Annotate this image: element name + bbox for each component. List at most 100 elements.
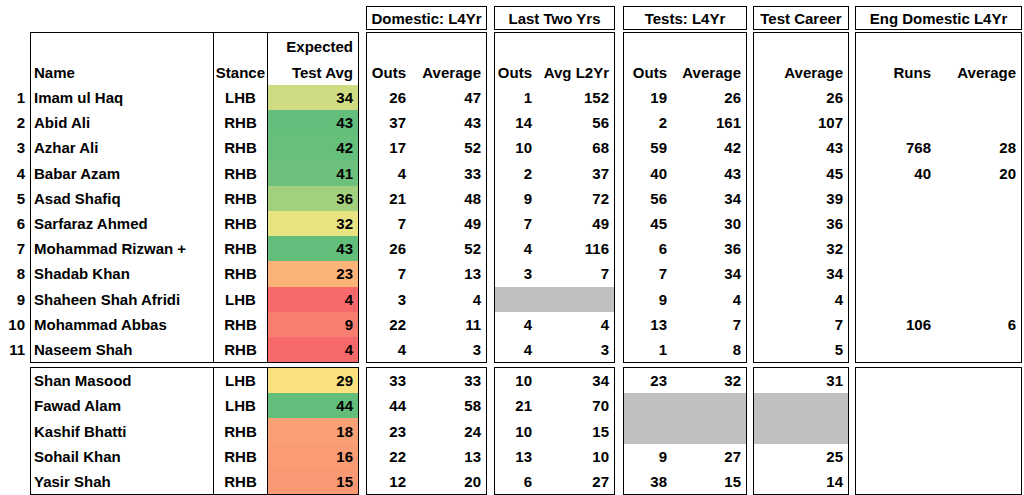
cell-tests-outs[interactable]: 56: [624, 186, 672, 211]
cell-eng-average[interactable]: [936, 110, 1021, 135]
cell-tests-average[interactable]: 8: [672, 337, 746, 362]
cell-domestic-outs[interactable]: 26: [367, 85, 411, 110]
cell-domestic-average[interactable]: 20: [411, 469, 486, 494]
column-header-outs[interactable]: Outs: [495, 59, 537, 85]
cell-name[interactable]: Babar Azam: [31, 161, 213, 186]
cell-name[interactable]: Mohammad Abbas: [31, 312, 213, 337]
cell-stance[interactable]: LHB: [213, 85, 267, 110]
cell-last2-outs[interactable]: 10: [495, 418, 537, 443]
cell-eng-average[interactable]: [936, 186, 1021, 211]
cell-domestic-average[interactable]: 47: [411, 85, 486, 110]
cell-career-average[interactable]: 43: [754, 135, 848, 160]
cell-expected-test-avg[interactable]: 43: [267, 110, 358, 135]
cell-name[interactable]: Sohail Khan: [31, 444, 213, 469]
row-number[interactable]: 5: [2, 186, 30, 211]
cell-eng-average[interactable]: [936, 261, 1021, 286]
cell-eng-average[interactable]: [936, 393, 1021, 418]
cell-name[interactable]: Yasir Shah: [31, 469, 213, 494]
cell-last2-avg-l2yr[interactable]: 34: [537, 368, 614, 393]
cell-eng-runs[interactable]: [856, 444, 936, 469]
cell-stance[interactable]: RHB: [213, 110, 267, 135]
group-title-test-career[interactable]: Test Career: [753, 6, 849, 30]
cell-name[interactable]: Shaheen Shah Afridi: [31, 287, 213, 312]
cell-eng-runs[interactable]: [856, 368, 936, 393]
cell-domestic-outs[interactable]: 7: [367, 261, 411, 286]
cell-career-average[interactable]: 39: [754, 186, 848, 211]
cell-eng-average[interactable]: 28: [936, 135, 1021, 160]
cell-stance[interactable]: RHB: [213, 186, 267, 211]
cell-eng-average[interactable]: [936, 444, 1021, 469]
cell-expected-test-avg[interactable]: 16: [267, 444, 358, 469]
cell-tests-outs[interactable]: 2: [624, 110, 672, 135]
cell-eng-runs[interactable]: 106: [856, 312, 936, 337]
cell-career-average[interactable]: 5: [754, 337, 848, 362]
cell-name[interactable]: Imam ul Haq: [31, 85, 213, 110]
cell-tests-outs[interactable]: 45: [624, 211, 672, 236]
cell-last2-outs[interactable]: 3: [495, 261, 537, 286]
cell-last2-outs[interactable]: 10: [495, 135, 537, 160]
cell-eng-runs[interactable]: [856, 261, 936, 286]
cell-domestic-average[interactable]: 43: [411, 110, 486, 135]
cell-domestic-average[interactable]: 13: [411, 444, 486, 469]
cell-name[interactable]: Naseem Shah: [31, 337, 213, 362]
column-header-average[interactable]: Average: [754, 59, 848, 85]
cell-last2-avg-l2yr[interactable]: 56: [537, 110, 614, 135]
cell-domestic-average[interactable]: 4: [411, 287, 486, 312]
cell-stance[interactable]: RHB: [213, 211, 267, 236]
cell-domestic-average[interactable]: 13: [411, 261, 486, 286]
cell-last2-outs[interactable]: 7: [495, 211, 537, 236]
cell-domestic-average[interactable]: 33: [411, 161, 486, 186]
cell-last2-avg-l2yr[interactable]: 49: [537, 211, 614, 236]
cell-domestic-average[interactable]: 58: [411, 393, 486, 418]
cell-last2-avg-l2yr[interactable]: 15: [537, 418, 614, 443]
cell-tests-outs[interactable]: 23: [624, 368, 672, 393]
cell-eng-average[interactable]: [936, 418, 1021, 443]
cell-eng-runs[interactable]: [856, 469, 936, 494]
cell-eng-average[interactable]: [936, 469, 1021, 494]
cell-last2-avg-l2yr[interactable]: 116: [537, 236, 614, 261]
group-title-tests[interactable]: Tests: L4Yr: [623, 6, 747, 30]
cell-name[interactable]: Sarfaraz Ahmed: [31, 211, 213, 236]
row-number[interactable]: 2: [2, 110, 30, 135]
cell-expected-test-avg[interactable]: 44: [267, 393, 358, 418]
cell-tests-average[interactable]: 27: [672, 444, 746, 469]
cell-tests-average[interactable]: 43: [672, 161, 746, 186]
cell-eng-average[interactable]: [936, 211, 1021, 236]
cell-eng-runs[interactable]: 40: [856, 161, 936, 186]
cell-career-average[interactable]: 32: [754, 236, 848, 261]
cell-tests-average[interactable]: 4: [672, 287, 746, 312]
cell-expected-test-avg[interactable]: 41: [267, 161, 358, 186]
cell-stance[interactable]: RHB: [213, 444, 267, 469]
cell-stance[interactable]: RHB: [213, 337, 267, 362]
cell-tests-outs[interactable]: 19: [624, 85, 672, 110]
cell-expected-test-avg[interactable]: 32: [267, 211, 358, 236]
cell-domestic-outs[interactable]: 21: [367, 186, 411, 211]
group-title-last-two-yrs[interactable]: Last Two Yrs: [494, 6, 615, 30]
cell-expected-test-avg[interactable]: 4: [267, 287, 358, 312]
cell-eng-runs[interactable]: 768: [856, 135, 936, 160]
cell-career-average[interactable]: 31: [754, 368, 848, 393]
cell-eng-runs[interactable]: [856, 418, 936, 443]
cell-domestic-average[interactable]: 49: [411, 211, 486, 236]
row-number[interactable]: 10: [2, 312, 30, 337]
cell-tests-average[interactable]: 36: [672, 236, 746, 261]
cell-eng-runs[interactable]: [856, 110, 936, 135]
cell-last2-avg-l2yr[interactable]: 72: [537, 186, 614, 211]
cell-domestic-average[interactable]: 33: [411, 368, 486, 393]
column-header-outs[interactable]: Outs: [624, 59, 672, 85]
cell-last2-outs[interactable]: 4: [495, 337, 537, 362]
cell-domestic-outs[interactable]: 37: [367, 110, 411, 135]
cell-name[interactable]: Fawad Alam: [31, 393, 213, 418]
cell-stance[interactable]: RHB: [213, 418, 267, 443]
cell-domestic-outs[interactable]: 3: [367, 287, 411, 312]
cell-domestic-outs[interactable]: 17: [367, 135, 411, 160]
cell-career-average[interactable]: 7: [754, 312, 848, 337]
cell-expected-test-avg[interactable]: 42: [267, 135, 358, 160]
cell-expected-test-avg[interactable]: 36: [267, 186, 358, 211]
column-header-average[interactable]: Average: [936, 59, 1021, 85]
cell-domestic-average[interactable]: 3: [411, 337, 486, 362]
cell-eng-average[interactable]: [936, 287, 1021, 312]
cell-career-average[interactable]: 36: [754, 211, 848, 236]
group-title-domestic[interactable]: Domestic: L4Yr: [366, 6, 487, 30]
cell-stance[interactable]: RHB: [213, 236, 267, 261]
